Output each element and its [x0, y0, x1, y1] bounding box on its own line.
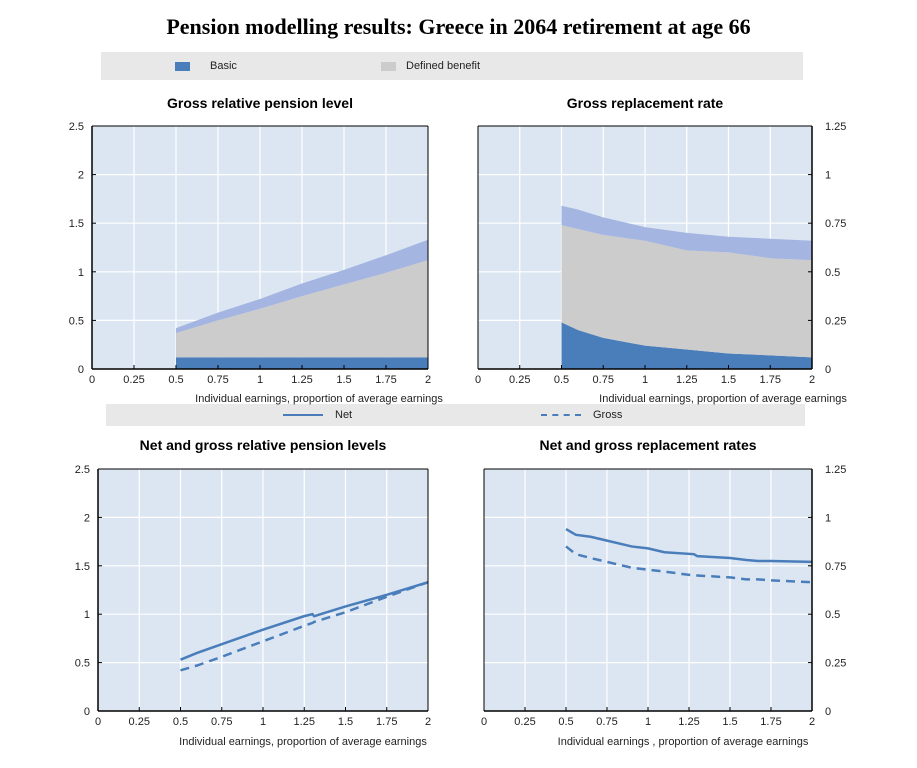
x-tick-label: 1.25: [676, 374, 697, 386]
x-tick-label: 0.5: [554, 374, 569, 386]
legend-item-gross: Gross: [541, 404, 622, 426]
x-tick-label: 0.75: [596, 716, 617, 728]
x-tick-label: 2: [809, 716, 815, 728]
chart-title: Gross relative pension level: [167, 95, 353, 111]
y-tick-label: 1.5: [75, 561, 90, 573]
defined-benefit-swatch-icon: [381, 61, 396, 71]
chart-title: Net and gross relative pension levels: [140, 437, 387, 453]
area-basic: [176, 357, 428, 369]
x-tick-label: 0: [481, 716, 487, 728]
x-tick-label: 0.75: [211, 716, 232, 728]
line-net: [565, 527, 813, 564]
x-tick-label: 1.5: [722, 716, 737, 728]
y-tick-label: 1: [825, 170, 831, 182]
legend-item-net: Net: [283, 404, 352, 426]
y-tick-label: 1.5: [69, 218, 84, 230]
x-tick-label: 1.75: [760, 716, 781, 728]
y-tick-label: 0.5: [69, 315, 84, 327]
legend-label: Net: [335, 409, 353, 421]
basic-swatch-icon: [175, 61, 190, 71]
x-tick-label: 1: [260, 716, 266, 728]
x-tick-label: 1.5: [338, 716, 353, 728]
x-tick-label: 1.5: [721, 374, 736, 386]
x-axis-label: Individual earnings, proportion of avera…: [599, 393, 847, 405]
y-tick-label: 2.5: [69, 121, 84, 133]
legend-label: Gross: [593, 409, 623, 421]
y-tick-label: 1.25: [825, 464, 846, 476]
x-tick-label: 0: [89, 374, 95, 386]
y-tick-label: 0.75: [825, 561, 846, 573]
x-tick-label: 1: [642, 374, 648, 386]
y-tick-label: 0: [825, 364, 831, 376]
x-tick-label: 1.25: [294, 716, 315, 728]
y-tick-label: 0.5: [825, 609, 840, 621]
x-tick-label: 0.5: [173, 716, 188, 728]
y-tick-label: 1: [78, 267, 84, 279]
y-tick-label: 0: [78, 364, 84, 376]
x-tick-label: 0.75: [207, 374, 228, 386]
y-tick-label: 0.25: [825, 658, 846, 670]
y-tick-label: 0.25: [825, 315, 846, 327]
y-tick-label: 0.75: [825, 218, 846, 230]
y-tick-label: 0: [84, 706, 90, 718]
x-tick-label: 2: [425, 374, 431, 386]
area-top-band: [176, 239, 428, 334]
x-tick-label: 0.5: [168, 374, 183, 386]
y-tick-label: 1: [825, 512, 831, 524]
x-tick-label: 0.25: [129, 716, 150, 728]
x-tick-label: 0.25: [509, 374, 530, 386]
x-tick-label: 1.25: [678, 716, 699, 728]
chart-gross-relative-pension-level: Gross relative pension level 0 0.25 0.5 0.75…: [69, 95, 444, 405]
x-axis-label: Individual earnings , proportion of aver…: [558, 736, 809, 748]
legend-item-basic: Basic: [175, 52, 237, 80]
x-tick-label: 0.5: [558, 716, 573, 728]
chart-title: Net and gross replacement rates: [539, 437, 756, 453]
area-basic: [561, 322, 812, 369]
line-net: [180, 581, 429, 661]
x-tick-label: 0.75: [593, 374, 614, 386]
x-tick-label: 1.75: [376, 716, 397, 728]
chart-title: Gross replacement rate: [567, 95, 724, 111]
y-tick-label: 2: [78, 170, 84, 182]
x-tick-label: 1.75: [375, 374, 396, 386]
x-tick-label: 1.5: [336, 374, 351, 386]
x-tick-label: 0.25: [514, 716, 535, 728]
chart-gross-replacement-rate: Gross replacement rate 0 0.25 0.5 0.75 1 1.25 1…: [475, 95, 847, 405]
legend-bottom: Net Gross: [106, 404, 805, 426]
x-tick-label: 0: [475, 374, 481, 386]
chart-net-and-gross-replacement-rates: Net and gross replacement rates 0 0.25 0.5 0…: [481, 437, 846, 748]
x-axis-label: Individual earnings, proportion of avera…: [195, 393, 443, 405]
dashed-line-icon: [541, 414, 581, 416]
y-tick-label: 2: [84, 512, 90, 524]
x-tick-label: 1.25: [291, 374, 312, 386]
x-tick-label: 0: [95, 716, 101, 728]
y-tick-label: 0.5: [75, 658, 90, 670]
line-gross: [180, 581, 429, 672]
x-axis-label: Individual earnings, proportion of avera…: [179, 736, 427, 748]
area-top-band: [561, 205, 812, 261]
solid-line-icon: [283, 414, 323, 416]
page-title: Pension modelling results: Greece in 206…: [166, 14, 751, 39]
chart-net-and-gross-relative-pension-levels: Net and gross relative pension levels 0 0.…: [75, 437, 431, 748]
legend-top: Basic Defined benefit: [101, 52, 803, 80]
x-tick-label: 2: [425, 716, 431, 728]
legend-label: Basic: [210, 60, 237, 72]
x-tick-label: 2: [809, 374, 815, 386]
x-tick-label: 1: [257, 374, 263, 386]
x-tick-label: 0.25: [123, 374, 144, 386]
legend-item-defined-benefit: Defined benefit: [381, 52, 480, 80]
line-gross: [565, 545, 813, 584]
area-defined-benefit: [176, 260, 428, 358]
legend-label: Defined benefit: [406, 60, 480, 72]
area-defined-benefit: [561, 225, 812, 358]
x-tick-label: 1.75: [760, 374, 781, 386]
y-tick-label: 1.25: [825, 121, 846, 133]
y-tick-label: 2.5: [75, 464, 90, 476]
y-tick-label: 0.5: [825, 267, 840, 279]
y-tick-label: 0: [825, 706, 831, 718]
y-tick-label: 1: [84, 609, 90, 621]
x-tick-label: 1: [645, 716, 651, 728]
